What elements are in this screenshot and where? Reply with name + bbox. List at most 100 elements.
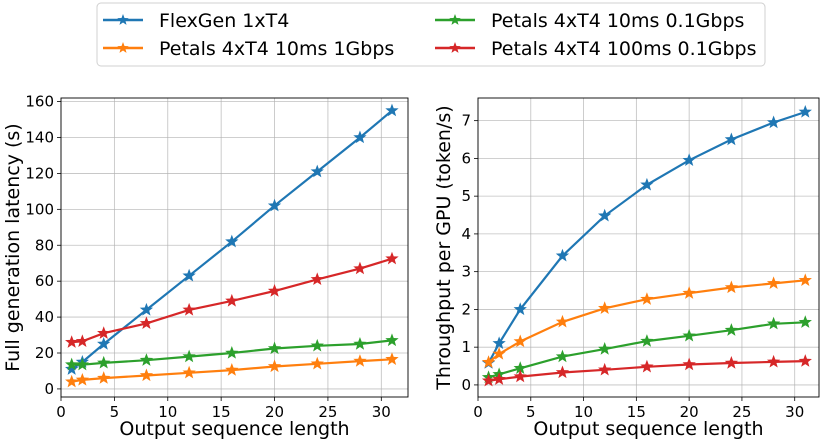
y-tick-label: 160 xyxy=(25,93,54,111)
x-tick-label: 15 xyxy=(212,403,231,421)
data-point-star xyxy=(385,352,399,365)
data-point-star xyxy=(267,341,282,355)
data-point-star xyxy=(65,357,79,371)
data-point-star xyxy=(225,346,239,359)
legend-label: Petals 4xT4 100ms 0.1Gbps xyxy=(491,38,757,60)
latency-chart: 0 5 10 15 20 25 30 0 20 40 60 80 100 120 140 160 Output … xyxy=(2,93,409,440)
series-line xyxy=(488,321,806,379)
data-point-star xyxy=(682,153,696,166)
data-point-star xyxy=(353,337,367,350)
axes-frame xyxy=(477,97,820,398)
data-point-star xyxy=(640,359,654,373)
data-point-star xyxy=(555,248,570,262)
x-tick-label: 10 xyxy=(158,403,177,421)
series-2 xyxy=(65,333,399,371)
data-point-star xyxy=(353,130,367,144)
data-point-star xyxy=(310,272,324,286)
data-point-star xyxy=(766,316,781,330)
grid xyxy=(477,98,819,397)
data-point-star xyxy=(766,276,781,290)
legend-star-marker xyxy=(449,42,461,53)
legend-label: Petals 4xT4 10ms 1Gbps xyxy=(159,38,394,60)
series-line xyxy=(71,109,393,371)
legend-entry: Petals 4xT4 10ms 0.1Gbps xyxy=(435,10,744,32)
legend: FlexGen 1xT4 Petals 4xT4 10ms 1Gbps Petals… xyxy=(96,2,766,67)
legend-entry: Petals 4xT4 10ms 1Gbps xyxy=(103,38,394,60)
y-axis-label: Full generation latency (s) xyxy=(2,123,24,371)
data-point-star xyxy=(182,268,196,282)
data-point-star xyxy=(724,323,739,336)
x-tick-label: 15 xyxy=(627,403,646,421)
x-tick-label: 10 xyxy=(574,403,593,421)
x-tick-label: 0 xyxy=(473,403,483,421)
x-axis-label: Output sequence length xyxy=(533,418,763,440)
y-tick-label: 60 xyxy=(35,272,54,290)
x-tick-label: 0 xyxy=(56,403,66,421)
data-point-star xyxy=(139,302,154,316)
data-point-star xyxy=(640,177,654,191)
data-point-star xyxy=(97,337,111,350)
legend-entry: Petals 4xT4 100ms 0.1Gbps xyxy=(435,38,757,60)
series-3 xyxy=(481,354,812,387)
data-point-star xyxy=(555,314,570,328)
data-point-star xyxy=(225,363,239,376)
data-point-star xyxy=(65,362,79,375)
data-point-star xyxy=(385,333,399,347)
data-point-star xyxy=(182,302,196,316)
y-tick-label: 3 xyxy=(461,263,471,281)
series-2 xyxy=(481,315,812,384)
y-tick-label: 7 xyxy=(461,112,471,130)
data-point-star xyxy=(798,104,812,118)
data-point-star xyxy=(139,316,154,330)
grid xyxy=(60,98,408,397)
data-point-star xyxy=(97,355,111,369)
x-tick-label: 20 xyxy=(680,403,699,421)
series-line xyxy=(487,110,806,364)
data-point-star xyxy=(385,251,399,265)
y-tick-label: 6 xyxy=(461,149,471,167)
data-point-star xyxy=(766,115,781,129)
data-point-star xyxy=(492,336,506,350)
data-point-star xyxy=(353,354,367,367)
x-tick-label: 30 xyxy=(372,403,391,421)
legend-star-marker xyxy=(117,42,129,53)
data-point-star xyxy=(513,369,527,383)
x-tick-label: 5 xyxy=(110,403,120,421)
y-tick-label: 40 xyxy=(35,308,54,326)
x-tick-label: 5 xyxy=(526,403,536,421)
data-point-star xyxy=(598,208,612,222)
series-1 xyxy=(481,273,812,368)
data-point-star xyxy=(97,326,111,339)
data-point-star xyxy=(139,353,154,366)
throughput-chart: 0 5 10 15 20 25 30 0 1 2 3 4 5 6 7 Output sequence leng… xyxy=(433,97,820,440)
y-tick-label: 80 xyxy=(35,236,54,254)
data-point-star xyxy=(682,328,696,342)
data-point-star xyxy=(724,356,739,369)
data-point-star xyxy=(65,335,79,348)
legend-label: FlexGen 1xT4 xyxy=(159,10,289,32)
data-point-star xyxy=(65,374,79,388)
series-1 xyxy=(65,352,399,388)
data-point-star xyxy=(513,334,527,348)
data-point-star xyxy=(682,286,696,299)
y-tick-label: 20 xyxy=(35,344,54,362)
y-tick-label: 1 xyxy=(461,338,471,356)
legend-star-marker xyxy=(117,14,129,25)
legend-star-marker xyxy=(449,14,461,25)
y-tick-label: 0 xyxy=(461,376,471,394)
data-point-star xyxy=(640,292,654,305)
data-point-star xyxy=(798,273,812,287)
series-line xyxy=(71,339,393,366)
y-tick-label: 100 xyxy=(25,200,54,218)
data-point-star xyxy=(492,372,506,385)
data-point-star xyxy=(182,349,196,363)
data-point-star xyxy=(310,338,324,352)
data-point-star xyxy=(766,354,781,368)
x-tick-label: 20 xyxy=(265,403,284,421)
legend-label: Petals 4xT4 10ms 0.1Gbps xyxy=(491,10,744,32)
data-point-star xyxy=(598,342,612,355)
data-point-star xyxy=(267,284,282,297)
data-point-star xyxy=(798,354,812,367)
x-tick-label: 25 xyxy=(318,403,337,421)
